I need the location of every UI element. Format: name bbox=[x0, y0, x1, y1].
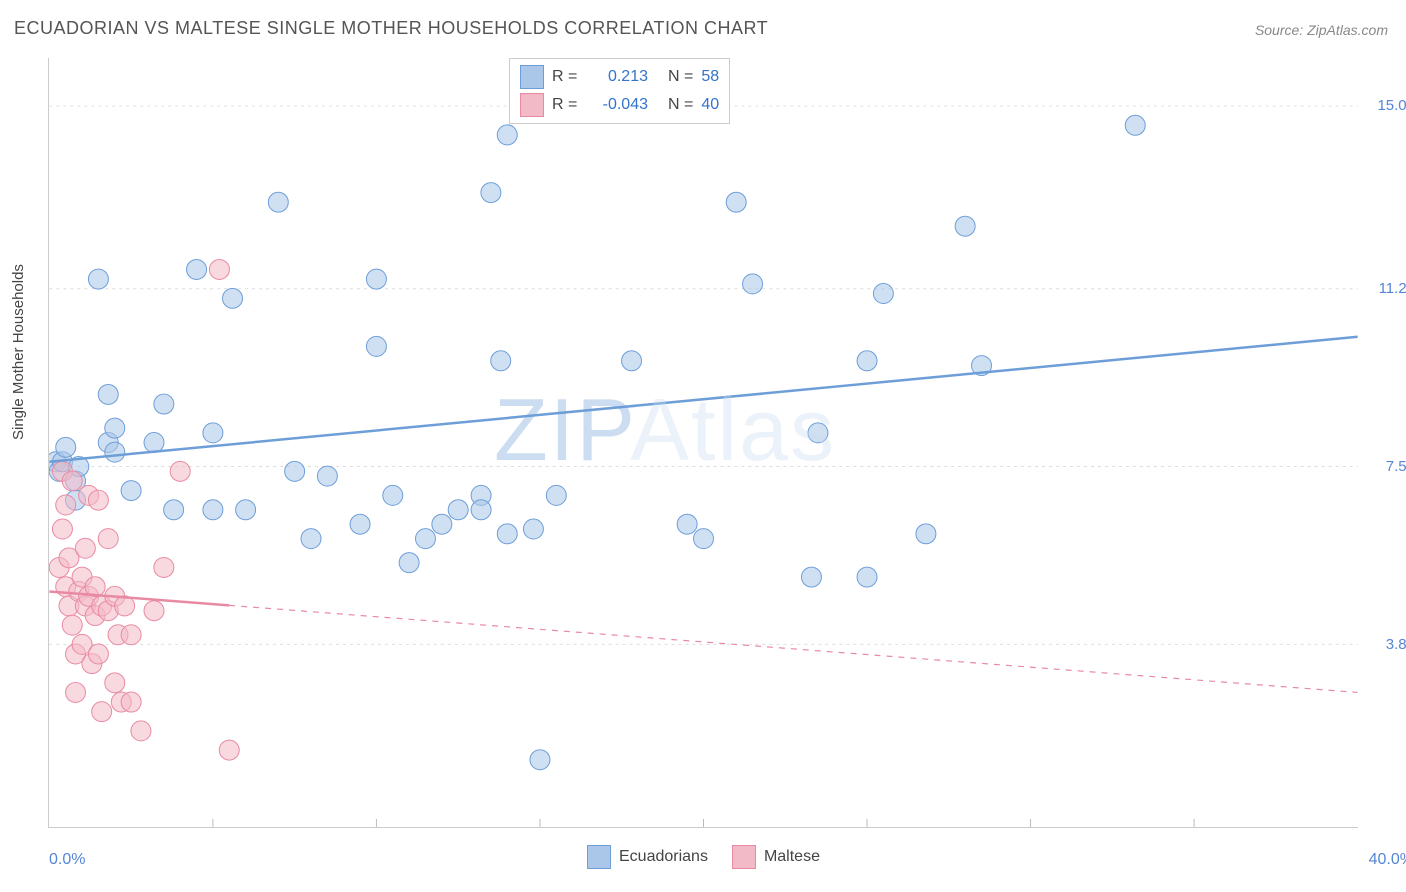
legend-swatch-maltese bbox=[520, 93, 544, 117]
series-legend-ecuadorians: Ecuadorians bbox=[587, 845, 708, 869]
x-min-label: 0.0% bbox=[49, 851, 85, 869]
series-legend: Ecuadorians Maltese bbox=[49, 845, 1358, 869]
r-label: R = bbox=[552, 68, 582, 86]
y-tick-label: 15.0% bbox=[1366, 97, 1406, 114]
y-tick-label: 7.5% bbox=[1366, 458, 1406, 475]
x-max-label: 40.0% bbox=[1369, 851, 1406, 869]
r-value-maltese: -0.043 bbox=[590, 96, 648, 114]
y-tick-label: 11.2% bbox=[1366, 280, 1406, 297]
r-value-ecuadorians: 0.213 bbox=[590, 68, 648, 86]
n-value-ecuadorians: 58 bbox=[701, 68, 719, 86]
y-tick-label: 3.8% bbox=[1366, 636, 1406, 653]
legend-swatch-ecuadorians bbox=[587, 845, 611, 869]
n-value-maltese: 40 bbox=[701, 96, 719, 114]
legend-swatch-maltese bbox=[732, 845, 756, 869]
series-name-maltese: Maltese bbox=[764, 848, 820, 866]
legend-row-maltese: R = -0.043 N = 40 bbox=[520, 91, 719, 119]
plot-area: ZIPAtlas R = 0.213 N = 58 R = -0.043 N =… bbox=[48, 58, 1358, 828]
y-axis-label: Single Mother Households bbox=[10, 264, 27, 440]
legend-row-ecuadorians: R = 0.213 N = 58 bbox=[520, 63, 719, 91]
n-label: N = bbox=[668, 68, 693, 86]
legend-swatch-ecuadorians bbox=[520, 65, 544, 89]
r-label: R = bbox=[552, 96, 582, 114]
series-name-ecuadorians: Ecuadorians bbox=[619, 848, 708, 866]
chart-title: ECUADORIAN VS MALTESE SINGLE MOTHER HOUS… bbox=[14, 18, 768, 39]
correlation-legend: R = 0.213 N = 58 R = -0.043 N = 40 bbox=[509, 58, 730, 124]
scatter-svg bbox=[49, 58, 1358, 827]
n-label: N = bbox=[668, 96, 693, 114]
series-legend-maltese: Maltese bbox=[732, 845, 820, 869]
source-label: Source: ZipAtlas.com bbox=[1255, 22, 1388, 38]
